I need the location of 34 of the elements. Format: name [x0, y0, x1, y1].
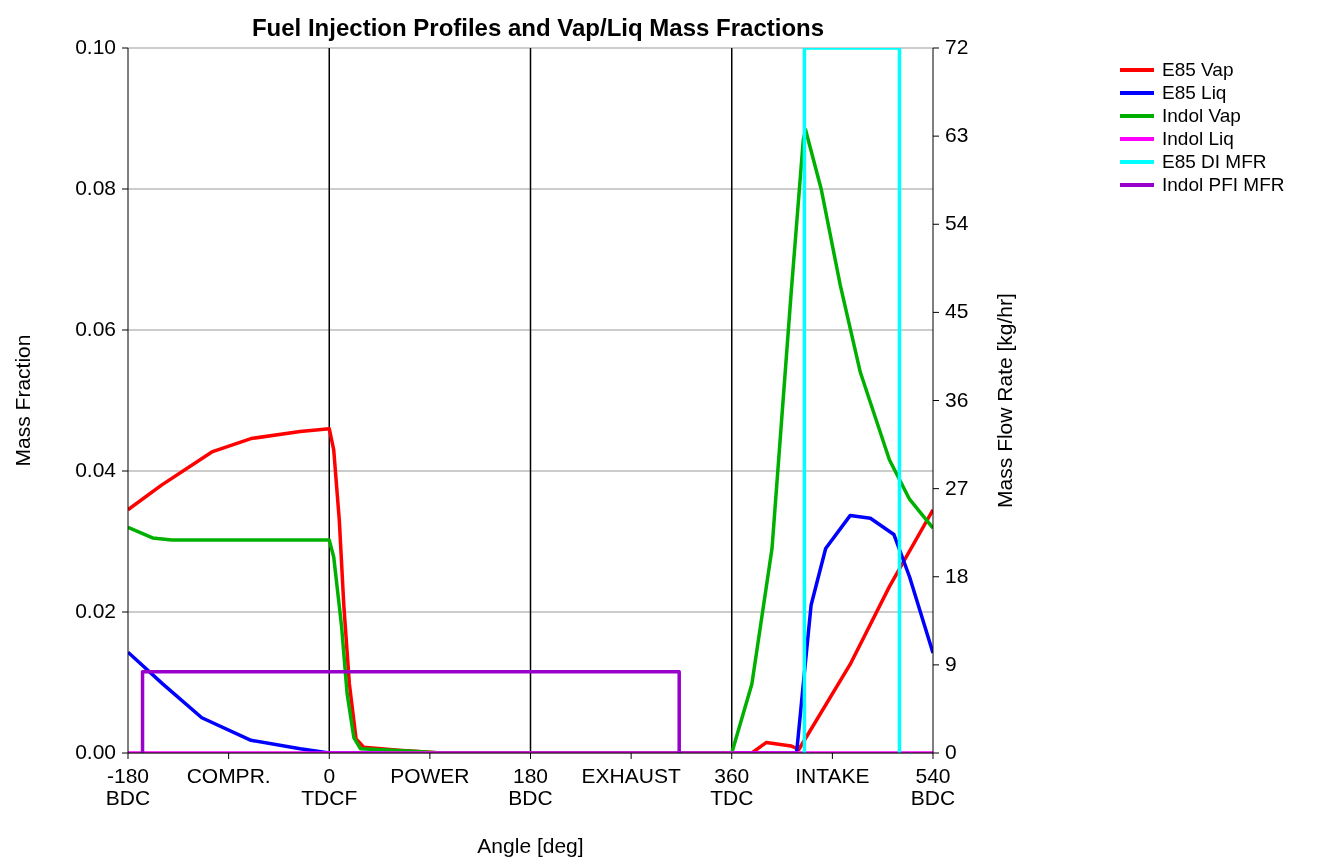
- y2-tick-label: 18: [945, 563, 969, 587]
- y2-tick-label: 27: [945, 475, 969, 499]
- x-tick-label: EXHAUST: [581, 764, 681, 787]
- legend-label: E85 Vap: [1162, 58, 1234, 81]
- y-tick-label: 0.04: [75, 458, 117, 481]
- x-tick-label: -180 BDC: [105, 764, 151, 809]
- legend-label: Indol PFI MFR: [1162, 173, 1285, 196]
- y2-tick-label: 45: [945, 299, 969, 323]
- y-tick-label: 0.08: [75, 176, 116, 199]
- x-axis-title: Angle [deg]: [477, 834, 584, 857]
- legend-label: E85 Liq: [1162, 81, 1227, 104]
- chart-title: Fuel Injection Profiles and Vap/Liq Mass Fractions: [251, 14, 825, 41]
- x-tick-label: INTAKE: [795, 764, 870, 787]
- y2-tick-label: 63: [945, 123, 969, 147]
- x-tick-label: 180 BDC: [508, 764, 553, 809]
- y-tick-label: 0.06: [75, 317, 116, 340]
- y2-axis-title: Mass Flow Rate [kg/hr]: [993, 293, 1017, 508]
- legend-label: E85 DI MFR: [1162, 150, 1267, 173]
- y-tick-label: 0.10: [75, 35, 116, 58]
- y-tick-label: 0.00: [75, 740, 116, 763]
- y2-tick-label: 54: [945, 211, 969, 235]
- x-tick-label: 0 TDCF: [301, 764, 358, 809]
- y2-tick-label: 36: [945, 387, 969, 411]
- y2-tick-label: 9: [945, 651, 957, 675]
- x-tick-label: COMPR.: [186, 764, 271, 787]
- x-tick-label: POWER: [390, 764, 470, 787]
- legend-label: Indol Liq: [1162, 127, 1234, 150]
- y-tick-label: 0.02: [75, 599, 116, 622]
- x-tick-label: 540 BDC: [910, 764, 956, 809]
- y2-tick-label: 72: [945, 35, 969, 58]
- y2-tick-label: 0: [945, 740, 957, 763]
- y-axis-title: Mass Fraction: [11, 334, 35, 467]
- legend-label: Indol Vap: [1162, 104, 1241, 127]
- x-tick-label: 360 TDC: [710, 764, 754, 809]
